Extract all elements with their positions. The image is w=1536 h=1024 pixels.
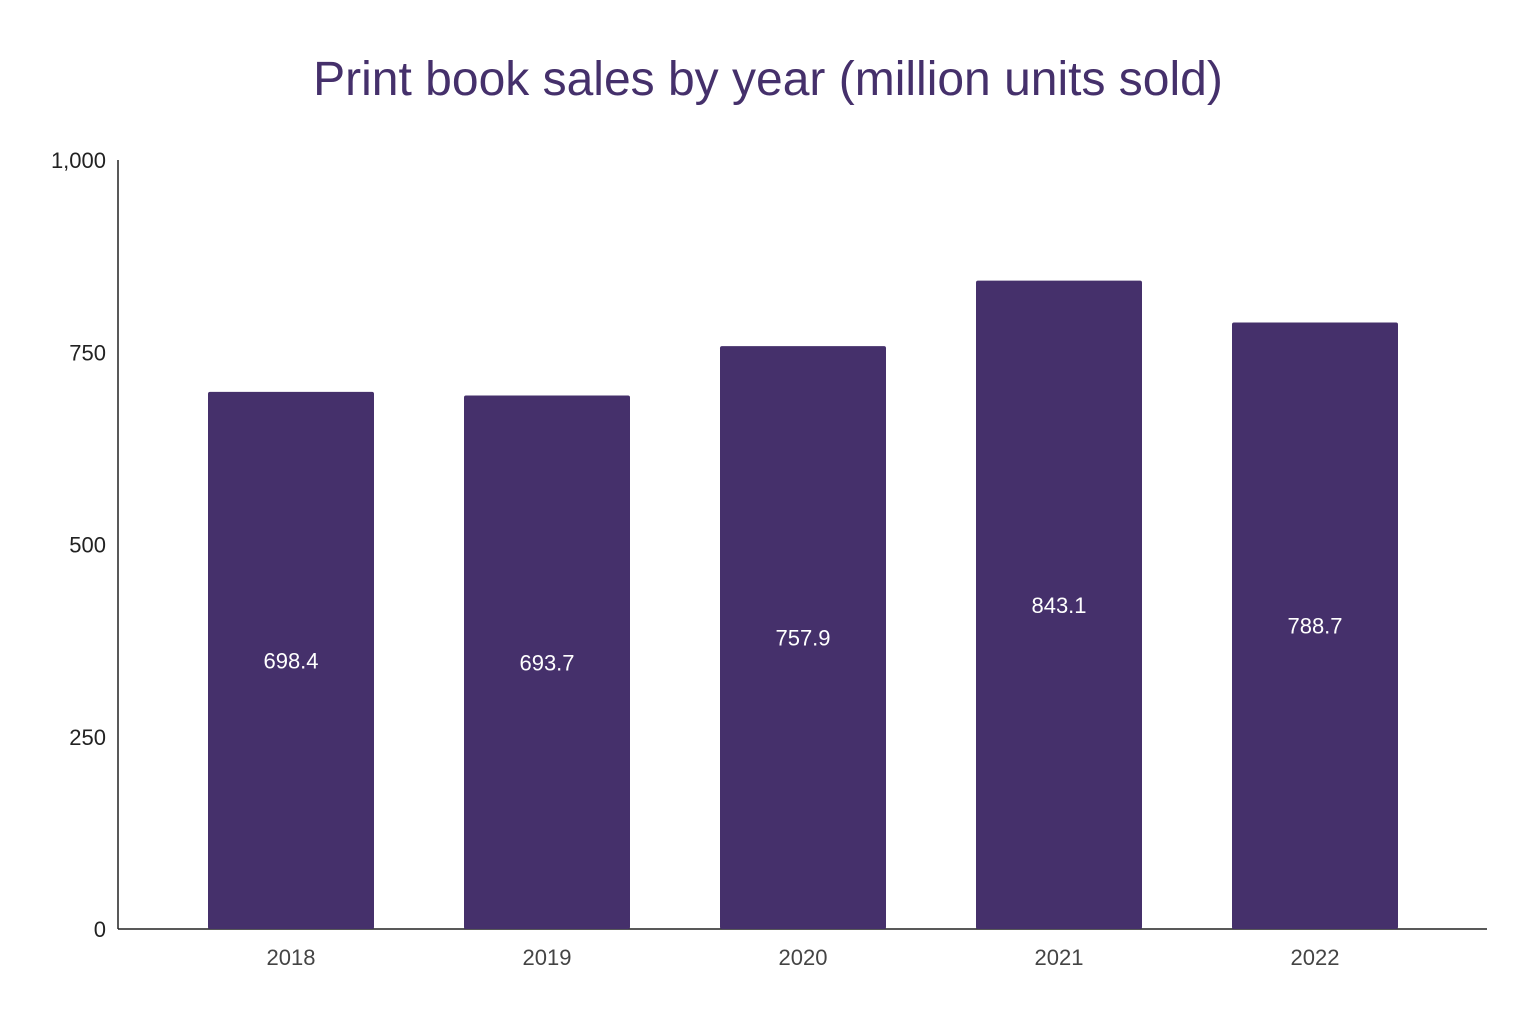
data-label: 843.1 bbox=[1031, 593, 1086, 618]
chart-title: Print book sales by year (million units … bbox=[313, 53, 1223, 106]
x-tick-label: 2018 bbox=[267, 945, 316, 970]
y-tick-label: 750 bbox=[69, 340, 106, 365]
x-tick-label: 2020 bbox=[779, 945, 828, 970]
x-tick-label: 2021 bbox=[1035, 945, 1084, 970]
y-tick-label: 0 bbox=[94, 917, 106, 942]
data-label: 698.4 bbox=[263, 648, 318, 673]
bar-2019 bbox=[464, 395, 630, 930]
bar-2020 bbox=[720, 346, 886, 929]
y-tick-label: 500 bbox=[69, 533, 106, 558]
x-tick-label: 2019 bbox=[523, 945, 572, 970]
data-label: 693.7 bbox=[519, 650, 574, 675]
bar-2021 bbox=[976, 280, 1142, 929]
data-label: 788.7 bbox=[1287, 614, 1342, 639]
bar-2018 bbox=[208, 391, 374, 929]
data-label: 757.9 bbox=[775, 626, 830, 651]
x-tick-label: 2022 bbox=[1291, 945, 1340, 970]
y-tick-label: 1,000 bbox=[51, 148, 106, 173]
y-tick-label: 250 bbox=[69, 725, 106, 750]
bar-2022 bbox=[1232, 322, 1398, 929]
